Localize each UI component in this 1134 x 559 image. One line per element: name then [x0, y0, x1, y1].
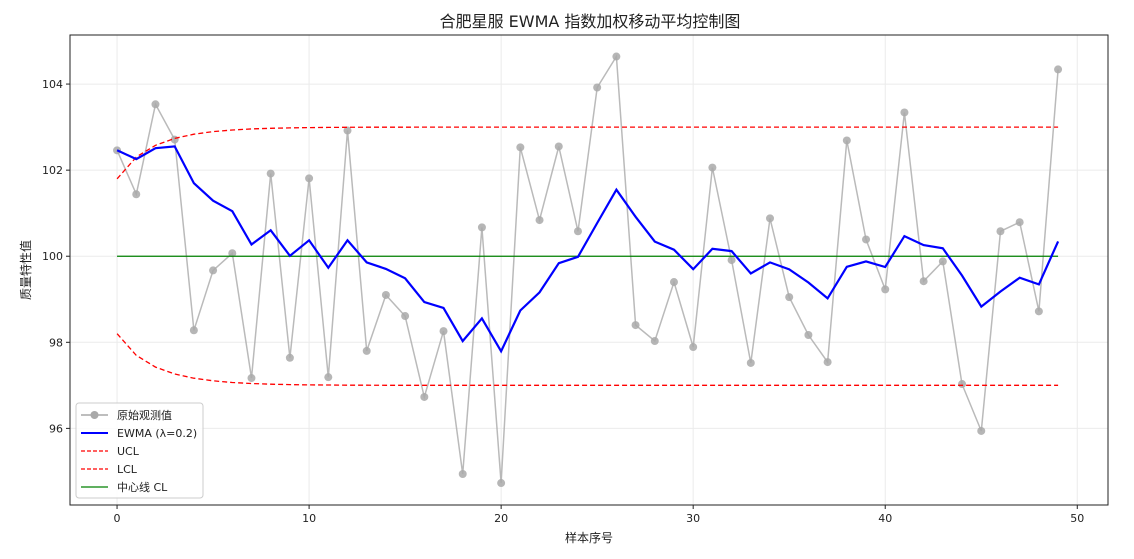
lcl-line: [116, 333, 1059, 386]
x-tick-label: 10: [302, 512, 316, 525]
observed-point: [612, 52, 621, 61]
observed-point: [151, 100, 160, 109]
observed-point: [497, 479, 506, 488]
observed-point: [266, 169, 275, 178]
y-axis-label: 质量特性值: [18, 240, 33, 300]
grid: [70, 35, 1108, 505]
observed-point: [1034, 307, 1043, 316]
observed-point: [631, 321, 640, 330]
x-tick-label: 30: [686, 512, 700, 525]
legend: 原始观测值 EWMA (λ=0.2) UCL LCL 中心线 CL: [75, 402, 204, 499]
observed-point: [1054, 65, 1063, 74]
observed-point: [746, 358, 755, 367]
observed-point: [113, 146, 122, 155]
legend-observed-label: 原始观测值: [117, 408, 172, 422]
observed-point: [804, 330, 813, 339]
observed-point: [420, 392, 429, 401]
observed-point: [362, 346, 371, 355]
observed-point: [285, 353, 294, 362]
observed-point: [727, 256, 736, 265]
observed-point: [573, 227, 582, 236]
ucl-line: [116, 126, 1059, 180]
observed-point: [958, 380, 967, 389]
legend-ucl-label: UCL: [117, 445, 140, 458]
observed-point: [842, 136, 851, 145]
observed-point: [535, 216, 544, 225]
chart-title: 合肥星服 EWMA 指数加权移动平均控制图: [440, 12, 741, 31]
y-tick-label: 102: [42, 164, 63, 177]
observed-point: [343, 126, 352, 135]
plot-frame: [69, 34, 1109, 506]
observed-point: [900, 108, 909, 117]
observed-point: [689, 343, 698, 352]
observed-point: [305, 174, 314, 183]
legend-box: [75, 402, 204, 499]
observed-point: [996, 227, 1005, 236]
observed-point: [977, 426, 986, 435]
observed-point: [324, 373, 333, 382]
x-tick-label: 0: [114, 512, 121, 525]
observed-point: [708, 163, 717, 172]
observed-point: [1015, 218, 1024, 227]
x-axis-label: 样本序号: [565, 530, 613, 545]
observed-point: [189, 326, 198, 335]
observed-point: [766, 214, 775, 223]
legend-observed-marker: [90, 411, 99, 419]
observed-point: [919, 277, 928, 286]
legend-ewma-label: EWMA (λ=0.2): [117, 427, 197, 440]
observed-point: [938, 257, 947, 266]
series-layer: [113, 52, 1063, 488]
observed-point: [439, 327, 448, 336]
y-tick-label: 104: [42, 78, 63, 91]
y-tick-label: 100: [42, 250, 63, 263]
observed-line: [116, 54, 1059, 484]
observed-point: [554, 142, 563, 151]
observed-point: [862, 235, 871, 244]
observed-point: [228, 249, 237, 258]
x-tick-label: 40: [878, 512, 892, 525]
observed-point: [458, 470, 467, 479]
observed-point: [823, 358, 832, 367]
observed-point: [669, 278, 678, 287]
observed-point: [401, 312, 410, 321]
observed-point: [477, 223, 486, 232]
axis-ticks: 0 10 20 30 40 50 96 98 100 102 104: [42, 78, 1084, 525]
observed-point: [881, 285, 890, 294]
legend-cl-label: 中心线 CL: [117, 480, 168, 494]
observed-point: [209, 266, 218, 275]
observed-point: [593, 83, 602, 92]
observed-point: [247, 374, 256, 383]
observed-point: [132, 190, 141, 199]
observed-point: [785, 293, 794, 302]
observed-point: [516, 143, 525, 152]
y-tick-label: 98: [49, 336, 63, 349]
observed-point: [381, 290, 390, 299]
ewma-line: [116, 145, 1060, 354]
x-tick-label: 20: [494, 512, 508, 525]
x-tick-label: 50: [1070, 512, 1084, 525]
legend-lcl-label: LCL: [117, 463, 138, 476]
observed-point: [650, 337, 659, 346]
y-tick-label: 96: [49, 422, 63, 435]
